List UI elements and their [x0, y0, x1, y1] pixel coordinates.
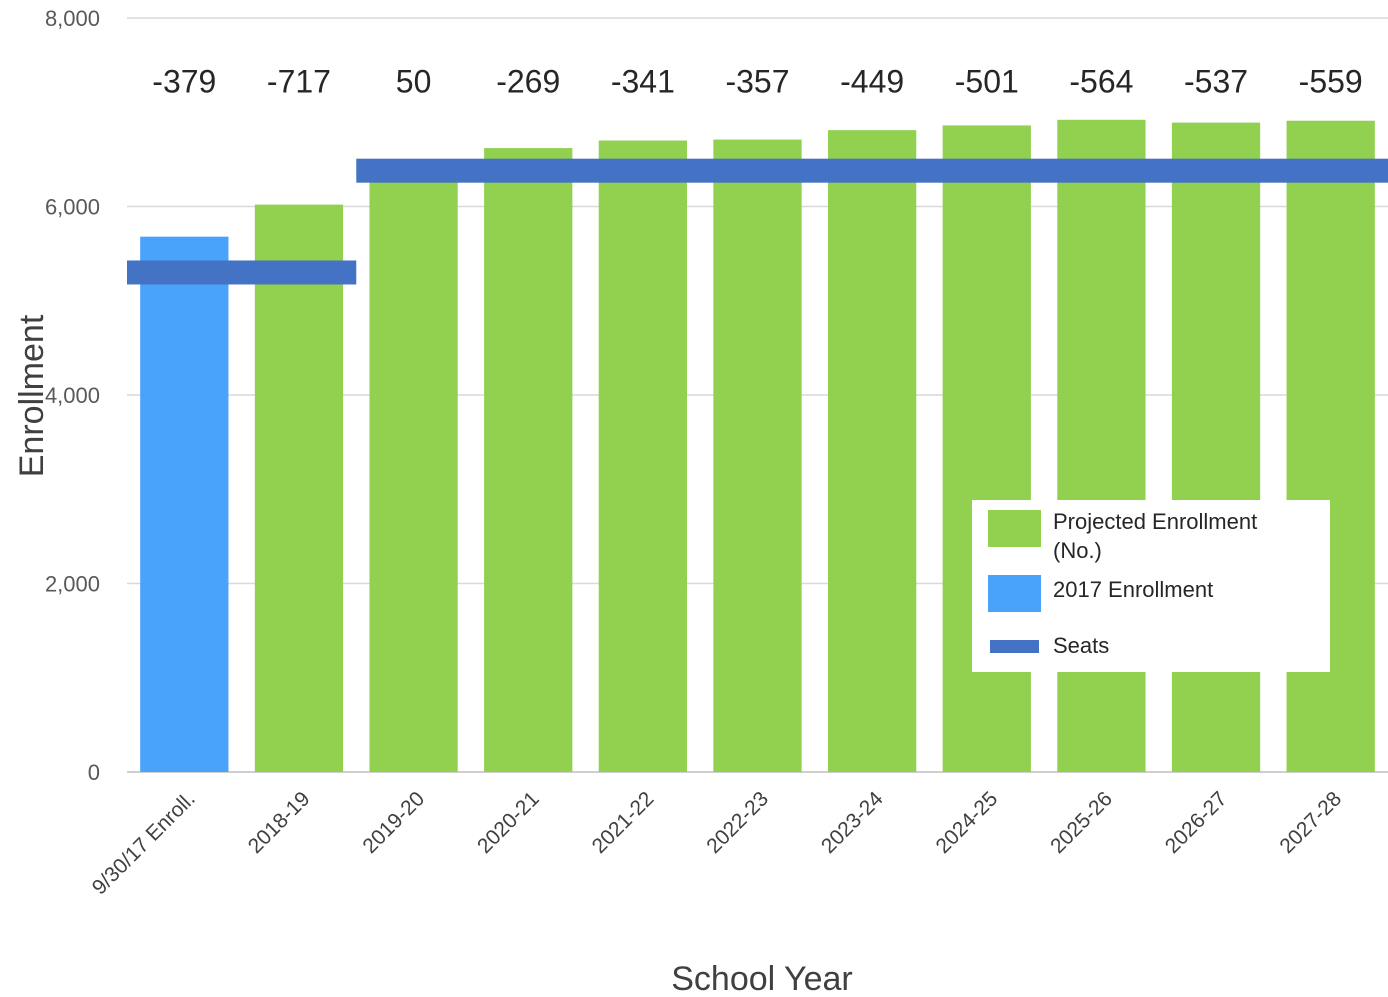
bar: [254, 204, 344, 773]
y-tick-label: 2,000: [45, 572, 100, 597]
x-tick-label: 2024-25: [932, 787, 1003, 858]
legend-swatch-projected: [988, 510, 1041, 547]
data-label: -564: [1069, 63, 1133, 99]
legend-swatch-2017: [988, 575, 1041, 612]
y-axis-ticks: 0 2,000 4,000 6,000 8,000: [45, 6, 100, 785]
legend-swatch-seats: [990, 640, 1039, 653]
seats-segment: [356, 158, 1388, 183]
data-label: -449: [840, 63, 904, 99]
x-tick-label: 2025-26: [1046, 787, 1117, 858]
seats-line: [127, 158, 1388, 285]
bar: [828, 130, 917, 773]
data-label: -341: [611, 63, 675, 99]
bar: [484, 148, 573, 772]
y-tick-label: 6,000: [45, 195, 100, 220]
bar: [369, 165, 458, 772]
y-tick-label: 4,000: [45, 383, 100, 408]
x-tick-label: 2027-28: [1275, 787, 1346, 858]
x-tick-label: 9/30/17 Enroll.: [88, 787, 200, 899]
x-tick-label: 2026-27: [1161, 787, 1232, 858]
x-axis-title: School Year: [671, 960, 853, 997]
bar: [1171, 122, 1261, 773]
bar: [140, 236, 229, 772]
data-label: -717: [267, 63, 331, 99]
x-tick-label: 2023-24: [817, 787, 888, 858]
data-label: -379: [152, 63, 216, 99]
x-tick-label: 2019-20: [358, 787, 429, 858]
legend-label-projected-line1: Projected Enrollment: [1053, 509, 1257, 534]
y-axis-title: Enrollment: [13, 314, 51, 477]
bars: [140, 119, 1375, 773]
legend: Projected Enrollment (No.) 2017 Enrollme…: [972, 500, 1330, 672]
x-tick-label: 2018-19: [244, 787, 315, 858]
data-label: -269: [496, 63, 560, 99]
data-label: -501: [955, 63, 1019, 99]
x-tick-label: 2021-22: [588, 787, 659, 858]
x-axis-ticks: 9/30/17 Enroll. 2018-19 2019-20 2020-21 2021…: [88, 787, 1346, 899]
y-tick-label: 8,000: [45, 6, 100, 31]
legend-label-projected-line2: (No.): [1053, 538, 1102, 563]
data-label: -537: [1184, 63, 1248, 99]
bar: [598, 140, 687, 772]
legend-label-seats: Seats: [1053, 633, 1109, 658]
data-label: 50: [396, 63, 432, 99]
x-tick-label: 2020-21: [473, 787, 544, 858]
x-tick-label: 2022-23: [702, 787, 773, 858]
bar: [942, 125, 1031, 772]
data-label: -559: [1299, 63, 1363, 99]
data-labels: -379 -717 50 -269 -341 -357 -449 -501 -564 -537 -5…: [152, 63, 1362, 99]
bar: [1057, 119, 1146, 773]
seats-segment: [127, 260, 357, 285]
legend-label-2017: 2017 Enrollment: [1053, 577, 1213, 602]
bar: [1286, 120, 1375, 773]
data-label: -357: [725, 63, 789, 99]
bar: [713, 139, 802, 772]
y-tick-label: 0: [88, 760, 100, 785]
